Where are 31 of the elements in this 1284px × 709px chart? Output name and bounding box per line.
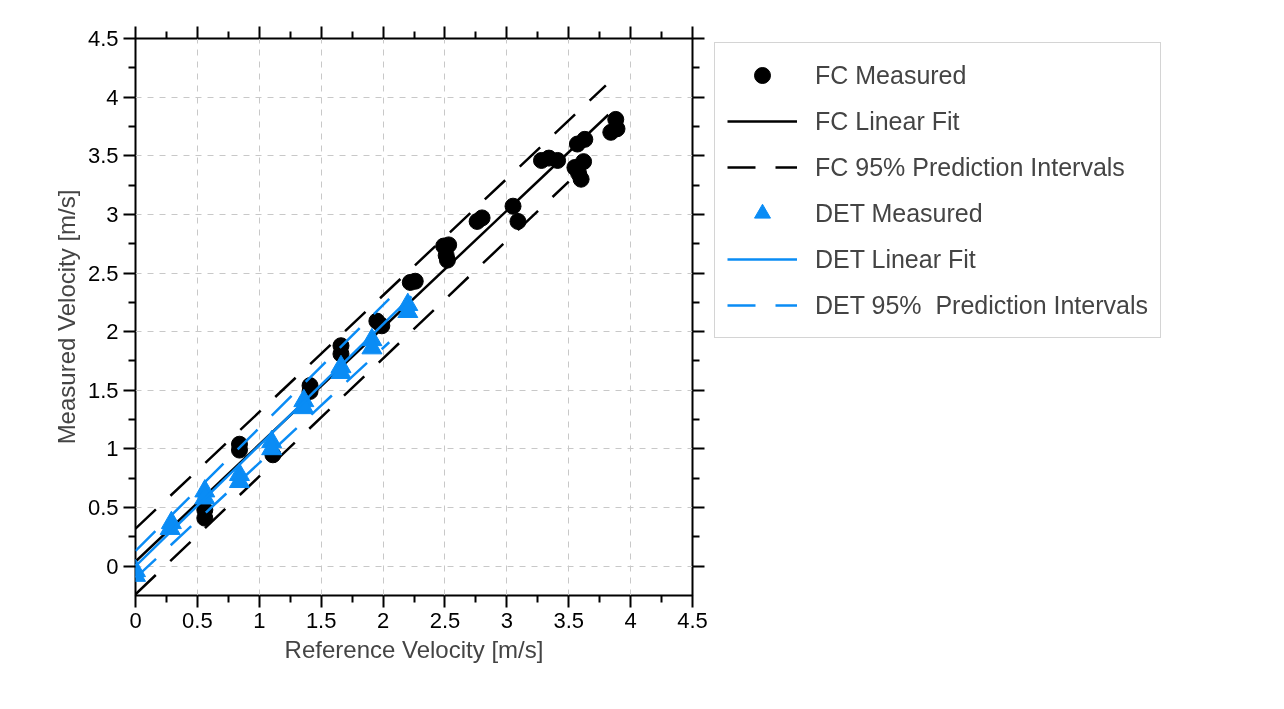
- point: [473, 209, 491, 227]
- y-tick-label: 1: [106, 436, 119, 462]
- point: [509, 212, 527, 230]
- legend-label: FC Linear Fit: [814, 105, 960, 137]
- legend-label: DET Linear Fit: [814, 243, 976, 275]
- y-tick-label: 4.5: [87, 26, 119, 51]
- x-tick-label: 4: [624, 607, 637, 633]
- y-tick-label: 0: [106, 553, 119, 579]
- point: [575, 153, 593, 171]
- y-tick-label: 2: [106, 319, 119, 345]
- y-tick-label: 2.5: [87, 260, 119, 286]
- x-tick-label: 2.5: [429, 607, 461, 633]
- x-tick-label: 1.5: [305, 607, 337, 633]
- y-tick-label: 3: [106, 201, 119, 227]
- x-axis-title: Reference Velocity [m/s]: [284, 635, 544, 663]
- x-tick-label: 4.5: [677, 607, 708, 633]
- legend-label: DET Measured: [814, 197, 983, 229]
- y-tick-label: 1.5: [87, 377, 119, 403]
- x-tick-label: 3: [500, 607, 513, 633]
- x-tick-label: 2: [376, 607, 390, 633]
- legend-label: FC 95% Prediction Intervals: [814, 151, 1125, 183]
- x-tick-label: 0: [129, 607, 142, 633]
- y-tick-label: 0.5: [87, 495, 119, 521]
- y-tick-label: 3.5: [87, 143, 119, 169]
- x-tick-label: 3.5: [553, 607, 585, 633]
- x-tick-label: 0.5: [182, 607, 213, 633]
- y-axis-title: Measured Velocity [m/s]: [52, 189, 80, 445]
- y-tick-label: 4: [106, 84, 119, 110]
- x-tick-label: 1: [253, 607, 266, 633]
- legend-label: FC Measured: [814, 59, 967, 91]
- legend-label: DET 95% Prediction Intervals: [814, 289, 1149, 321]
